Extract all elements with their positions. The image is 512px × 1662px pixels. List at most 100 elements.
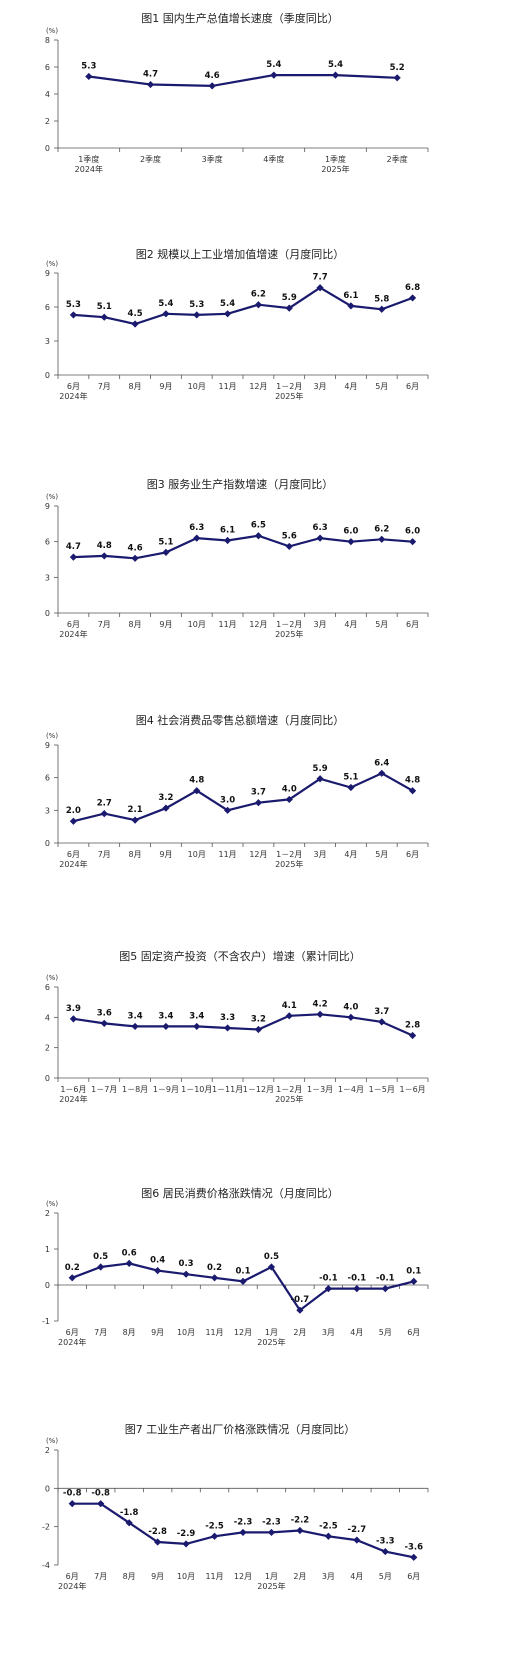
data-point: [68, 1500, 76, 1508]
data-label: -0.1: [376, 1274, 395, 1284]
x-tick-label: 4月: [350, 1328, 363, 1337]
data-point: [131, 554, 139, 562]
data-point: [316, 1010, 324, 1018]
y-tick-label: -1: [42, 1317, 50, 1326]
data-label: 3.3: [220, 1013, 235, 1023]
data-label: 3.2: [251, 1014, 266, 1024]
data-point: [408, 1031, 417, 1040]
data-label: 5.4: [158, 299, 173, 309]
year-label: 2025年: [275, 391, 303, 401]
data-label: 3.7: [374, 1007, 389, 1017]
x-tick-label: 2月: [293, 1572, 306, 1581]
x-tick-label: 6月: [67, 850, 80, 859]
data-label: 6.1: [220, 525, 235, 535]
x-tick-label: 7月: [94, 1328, 107, 1337]
y-tick-label: 9: [45, 741, 50, 750]
data-label: 6.4: [374, 758, 389, 768]
y-tick-label: 0: [45, 609, 50, 618]
year-label: 2025年: [257, 1337, 285, 1347]
data-point: [254, 1025, 263, 1034]
data-label: 5.1: [158, 537, 173, 547]
year-label: 2025年: [275, 1094, 303, 1104]
x-tick-label: 4月: [344, 850, 357, 859]
x-tick-label: 1－10月: [181, 1085, 212, 1094]
data-point: [100, 552, 108, 560]
data-label: -1.8: [120, 1508, 139, 1518]
x-tick-label: 7月: [98, 382, 111, 391]
data-label: 5.6: [282, 531, 297, 541]
data-label: 4.7: [143, 70, 158, 80]
x-tick-label: 6月: [407, 1572, 420, 1581]
data-point: [378, 305, 386, 313]
year-label: 2024年: [59, 391, 87, 401]
unit-label: (%): [46, 260, 58, 268]
data-label: -2.5: [205, 1521, 224, 1531]
data-point: [85, 72, 93, 81]
x-tick-label: 5月: [375, 620, 388, 629]
data-point: [131, 1022, 139, 1031]
x-tick-label: 12月: [249, 382, 267, 391]
data-point: [193, 1022, 201, 1031]
year-label: 2024年: [59, 859, 87, 869]
x-tick-label: 12月: [234, 1328, 252, 1337]
x-tick-label: 9月: [159, 382, 172, 391]
data-point: [353, 1285, 361, 1293]
data-label: 2.7: [97, 799, 112, 809]
data-label: 2.1: [128, 805, 143, 815]
x-tick-label: 10月: [188, 850, 206, 859]
y-tick-label: -4: [42, 1561, 50, 1570]
data-point: [125, 1259, 133, 1267]
data-point: [193, 534, 201, 542]
y-tick-label: 6: [45, 538, 50, 547]
data-point: [408, 294, 417, 302]
chart-3: 图3 服务业生产指数增速（月度同比） (%) 0 3 6 9 6月 7月 8月 9月 10月 11月 1…: [45, 477, 429, 639]
data-label: 5.4: [220, 299, 235, 309]
data-label: -2.8: [148, 1527, 167, 1537]
data-label: 3.6: [97, 1008, 112, 1018]
x-tick-label: 12月: [249, 850, 267, 859]
x-tick-label: 6月: [406, 620, 419, 629]
x-tick-label: 10月: [177, 1572, 195, 1581]
x-tick-label: 1－6月: [60, 1085, 86, 1094]
x-tick-label: 6月: [407, 1328, 420, 1337]
data-point: [410, 1277, 418, 1285]
year-label: 2025年: [321, 164, 349, 174]
data-label: 6.0: [343, 527, 358, 537]
x-tick-label: 1－2月: [276, 1085, 302, 1094]
data-point: [296, 1526, 304, 1535]
data-label: 0.2: [207, 1263, 222, 1273]
data-label: 0.3: [179, 1259, 194, 1269]
data-label: 0.2: [65, 1263, 80, 1273]
x-tick-label: 1－2月: [276, 850, 302, 859]
year-label: 2024年: [58, 1337, 86, 1347]
unit-label: (%): [46, 1437, 58, 1445]
x-tick-label: 11月: [205, 1328, 223, 1337]
data-point: [316, 775, 324, 783]
data-label: 3.0: [220, 795, 235, 805]
data-label: 6.8: [405, 283, 420, 293]
data-point: [254, 301, 263, 309]
data-point: [154, 1267, 162, 1275]
x-tick-label: 11月: [205, 1572, 223, 1581]
data-point: [223, 536, 232, 545]
data-label: 0.1: [406, 1266, 421, 1276]
data-label: -0.1: [348, 1274, 367, 1284]
data-label: -3.3: [376, 1537, 395, 1547]
y-tick-label: 2: [45, 1209, 50, 1218]
x-tick-label: 8月: [129, 382, 142, 391]
data-label: 4.6: [205, 71, 220, 81]
data-label: 3.4: [189, 1011, 204, 1021]
data-point: [210, 1532, 219, 1540]
x-tick-label: 1－11月: [212, 1085, 243, 1094]
x-tick-label: 7月: [98, 850, 111, 859]
data-label: 4.8: [97, 541, 112, 551]
x-tick-label: 5月: [379, 1572, 392, 1581]
series-line: [88, 73, 398, 88]
data-point: [97, 1263, 105, 1271]
data-point: [100, 810, 108, 818]
x-tick-label: 6月: [66, 1572, 79, 1581]
data-label: 6.3: [313, 523, 328, 533]
data-point: [270, 71, 278, 79]
data-point: [210, 1274, 219, 1282]
data-label: 6.5: [251, 521, 266, 531]
